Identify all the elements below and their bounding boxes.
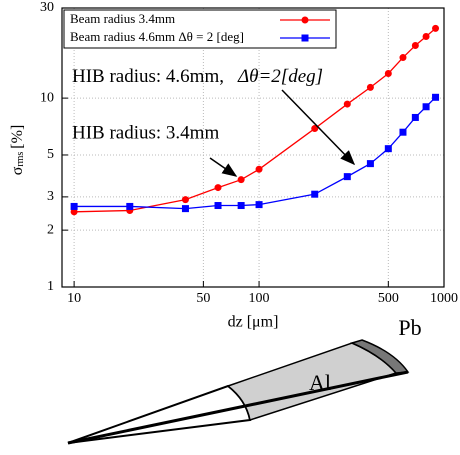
marker xyxy=(343,173,351,181)
marker xyxy=(399,54,407,62)
wedge-diagram: Al Pb xyxy=(67,315,422,445)
marker xyxy=(301,34,309,42)
marker xyxy=(311,125,319,133)
y-tick-label: 2 xyxy=(47,222,54,237)
legend-box xyxy=(63,9,337,49)
marker xyxy=(422,32,430,40)
x-axis-label: dz [μm] xyxy=(228,314,279,331)
legend: Beam radius 3.4mm Beam radius 4.6mm Δθ = … xyxy=(63,9,337,49)
marker xyxy=(181,196,189,204)
marker xyxy=(301,16,309,24)
marker xyxy=(126,202,134,210)
marker xyxy=(366,160,374,168)
annotation-text: HIB radius: 3.4mm xyxy=(72,122,219,143)
y-tick-label: 1 xyxy=(47,279,54,294)
marker xyxy=(181,205,189,213)
annotation-arrow xyxy=(281,89,356,166)
y-label-unit: [%] xyxy=(9,125,26,149)
x-tick-label: 100 xyxy=(249,291,270,306)
marker xyxy=(432,93,440,101)
plot-frame xyxy=(61,7,445,288)
annotation-arrow xyxy=(209,157,238,177)
annotation-math: Δθ=2[deg] xyxy=(237,66,323,87)
y-tick-label: 3 xyxy=(47,189,54,204)
series-line xyxy=(74,96,436,210)
marker xyxy=(399,128,407,136)
marker xyxy=(255,201,263,209)
marker xyxy=(366,83,374,91)
legend-label: Beam radius 3.4mm xyxy=(70,11,175,26)
marker xyxy=(255,165,263,173)
marker xyxy=(411,113,419,121)
marker xyxy=(214,184,222,192)
annotation-main: HIB radius: 4.6mm, xyxy=(72,66,224,87)
y-tick-label: 30 xyxy=(40,0,54,15)
legend-label: Beam radius 4.6mm Δθ = 2 [deg] xyxy=(70,29,244,44)
marker xyxy=(432,24,440,32)
marker xyxy=(237,176,245,184)
marker xyxy=(384,145,392,153)
y-axis-label: σrms [%] xyxy=(9,125,27,176)
marker xyxy=(343,100,351,108)
pb-label: Pb xyxy=(398,315,421,340)
x-tick-label: 10 xyxy=(67,291,81,306)
x-tick-label: 500 xyxy=(378,291,399,306)
wedge-edge xyxy=(67,370,409,445)
marker xyxy=(237,202,245,210)
y-label-symbol: σ xyxy=(9,166,26,175)
marker xyxy=(70,202,78,210)
x-tick-label: 50 xyxy=(196,291,210,306)
y-label-subscript: rms xyxy=(15,152,26,167)
series-line xyxy=(74,27,436,213)
marker xyxy=(411,41,419,49)
marker xyxy=(384,70,392,78)
annotation: HIB radius: 4.6mm, Δθ=2[deg] HIB radius: … xyxy=(72,66,356,177)
y-tick-label: 5 xyxy=(47,147,54,162)
marker xyxy=(214,202,222,210)
marker xyxy=(311,190,319,198)
marker xyxy=(422,103,430,111)
annotation-text: HIB radius: 4.6mm, Δθ=2[deg] xyxy=(72,66,323,87)
x-tick-label: 1000 xyxy=(430,291,458,306)
al-label: Al xyxy=(309,370,331,395)
marker xyxy=(70,208,78,216)
y-tick-label: 10 xyxy=(40,90,54,105)
wedge-inner xyxy=(67,384,252,444)
